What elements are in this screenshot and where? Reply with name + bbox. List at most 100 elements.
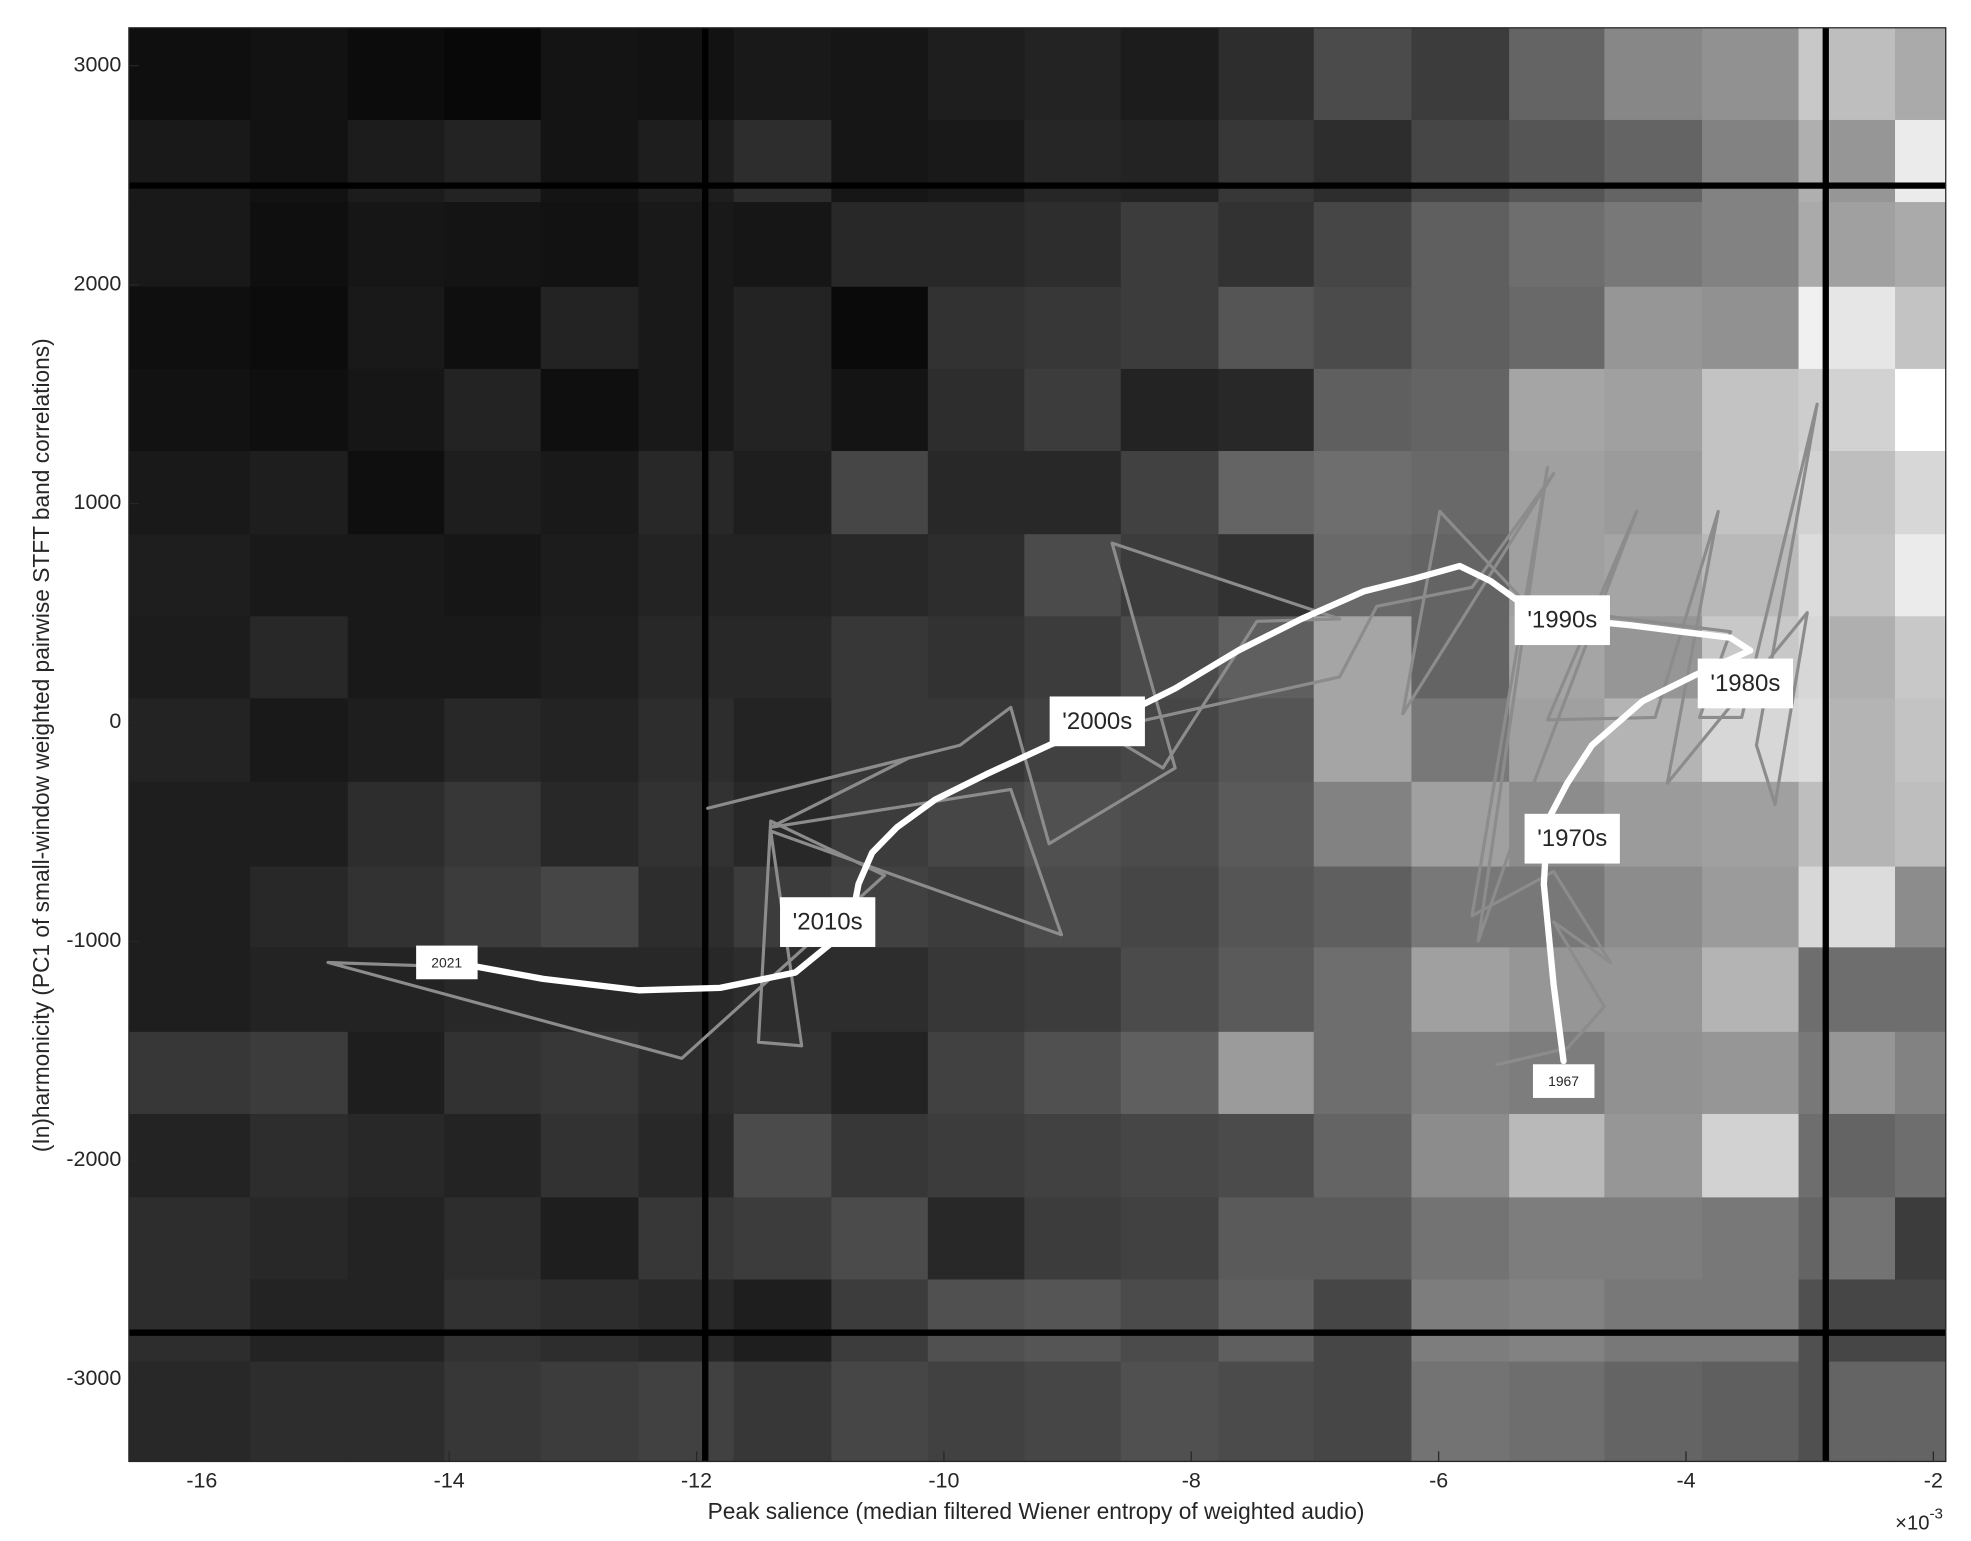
- heatmap-cell: [347, 616, 445, 700]
- annotation-label: '1970s: [1537, 825, 1607, 852]
- heatmap-cell: [1218, 1031, 1315, 1115]
- annotation-box: [416, 945, 478, 980]
- heatmap-cell: [1120, 368, 1220, 452]
- plot-area: 1967 '1970s '1980s '1990s '2000s '2010s 2021: [128, 27, 1947, 1463]
- heatmap-cell: [444, 534, 542, 617]
- heatmap-cell: [1895, 781, 1947, 868]
- x-tick-label: -8: [1182, 1468, 1201, 1492]
- heatmap-cell: [250, 534, 349, 617]
- heatmap-cell: [540, 534, 640, 617]
- x-tick-label: -16: [186, 1468, 217, 1492]
- heatmap-cell: [250, 1361, 349, 1463]
- heatmap-cell: [1604, 1031, 1703, 1115]
- heatmap-cell: [540, 1279, 640, 1363]
- heatmap-cell: [1218, 368, 1315, 452]
- heatmap-cell: [638, 1361, 735, 1463]
- heatmap-cell: [1218, 27, 1315, 121]
- heatmap-cell: [1411, 1279, 1510, 1363]
- heatmap-cell: [733, 202, 833, 288]
- heatmap-cell: [128, 947, 251, 1033]
- heatmap-cell: [1702, 119, 1800, 203]
- y-axis-label: (In)harmonicity (PC1 of small-window wei…: [28, 338, 54, 1152]
- heatmap-cell: [1411, 27, 1510, 121]
- heatmap-cell: [444, 119, 542, 203]
- heatmap-cell: [927, 698, 1025, 783]
- annotation-label: '1990s: [1527, 607, 1597, 634]
- heatmap-cell: [1313, 451, 1413, 535]
- heatmap-cell: [444, 698, 542, 783]
- heatmap-cell: [1120, 947, 1220, 1033]
- x-tick-label: -6: [1429, 1468, 1448, 1492]
- heatmap-cell: [733, 698, 833, 783]
- heatmap-cell: [250, 286, 349, 370]
- heatmap-cell: [1702, 1113, 1800, 1199]
- heatmap-cell: [540, 27, 640, 121]
- heatmap-cell: [347, 781, 445, 868]
- heatmap-cell: [1313, 1361, 1413, 1463]
- heatmap-cell: [831, 616, 929, 700]
- heatmap-cell: [347, 368, 445, 452]
- heatmap-cell: [733, 1113, 833, 1199]
- heatmap-cell: [927, 27, 1025, 121]
- heatmap-cell: [1895, 451, 1947, 535]
- heatmap-cell: [1411, 947, 1510, 1033]
- heatmap-cell: [1895, 1113, 1947, 1199]
- heatmap-cell: [1509, 1113, 1606, 1199]
- heatmap-cell: [638, 1197, 735, 1281]
- heatmap-cell: [347, 286, 445, 370]
- heatmap-cell: [1411, 616, 1510, 700]
- heatmap-cell: [1120, 866, 1220, 948]
- heatmap-cell: [1313, 368, 1413, 452]
- heatmap-cell: [1024, 1361, 1122, 1463]
- heatmap-cell: [733, 1197, 833, 1281]
- heatmap-cell: [250, 368, 349, 452]
- heatmap-cell: [1024, 451, 1122, 535]
- heatmap-cell: [1411, 1031, 1510, 1115]
- heatmap-cell: [1604, 698, 1703, 783]
- heatmap-cell: [540, 451, 640, 535]
- heatmap-cell: [1604, 451, 1703, 535]
- heatmap-cell: [638, 286, 735, 370]
- heatmap-cell: [927, 1197, 1025, 1281]
- heatmap-cell: [1120, 1031, 1220, 1115]
- heatmap-cell: [1895, 534, 1947, 617]
- heatmap-cell: [1120, 534, 1220, 617]
- heatmap-cell: [1509, 27, 1606, 121]
- heatmap-cell: [1218, 1113, 1315, 1199]
- heatmap-cell: [1024, 781, 1122, 868]
- x-tick-label: -2: [1924, 1468, 1943, 1492]
- heatmap-cell: [1604, 1113, 1703, 1199]
- heatmap-cell: [638, 534, 735, 617]
- heatmap-cell: [540, 866, 640, 948]
- heatmap-cell: [1313, 1113, 1413, 1199]
- heatmap-cell: [1313, 698, 1413, 783]
- heatmap-cell: [1024, 119, 1122, 203]
- heatmap-cell: [250, 1031, 349, 1115]
- heatmap-cell: [1024, 202, 1122, 288]
- heatmap-cell: [1895, 616, 1947, 700]
- heatmap-cell: [1313, 1031, 1413, 1115]
- heatmap-cell: [927, 1031, 1025, 1115]
- heatmap-cell: [1024, 866, 1122, 948]
- heatmap-cell: [540, 1113, 640, 1199]
- heatmap-cell: [1702, 202, 1800, 288]
- heatmap-cell: [250, 1113, 349, 1199]
- plot-frame: [128, 27, 1947, 1463]
- heatmap-cell: [250, 1279, 349, 1363]
- heatmap-cell: [128, 866, 251, 948]
- heatmap-cell: [347, 1197, 445, 1281]
- heatmap-cell: [128, 1113, 251, 1199]
- heatmap-cell: [1313, 866, 1413, 948]
- heatmap-cell: [250, 866, 349, 948]
- y-tick-label: 1000: [74, 490, 122, 514]
- heatmap-cell: [128, 534, 251, 617]
- heatmap-cell: [250, 27, 349, 121]
- heatmap-cell: [128, 1361, 251, 1463]
- heatmap-cell: [444, 368, 542, 452]
- heatmap-cell: [1411, 451, 1510, 535]
- heatmap-cell: [540, 1031, 640, 1115]
- heatmap-cell: [128, 1197, 251, 1281]
- heatmap-cell: [831, 947, 929, 1033]
- heatmap-cell: [540, 1361, 640, 1463]
- annotation: 1967: [1532, 1064, 1595, 1098]
